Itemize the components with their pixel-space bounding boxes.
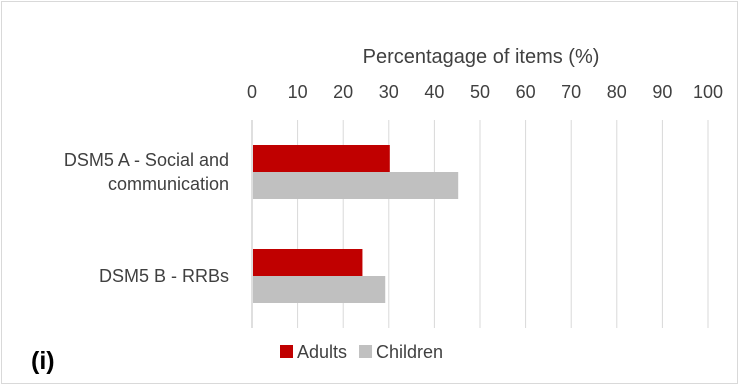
bars [253,145,459,303]
chart-title: Percentagage of items (%) [363,46,600,68]
x-tick-label: 70 [561,82,581,102]
panel-label: (i) [31,347,55,375]
x-tick-label: 30 [379,82,399,102]
x-tick-label: 90 [652,82,672,102]
legend-label-adults: Adults [297,342,347,362]
x-tick-label: 0 [247,82,257,102]
bar-adults-1 [253,145,390,172]
x-tick-label: 50 [470,82,490,102]
legend-swatch-adults [280,345,293,358]
legend-swatch-children [359,345,373,358]
x-axis-ticks: 0 10 20 30 40 50 60 70 80 90 100 [247,82,723,102]
bar-adults-2 [253,249,363,276]
category-label: DSM5 A - Social and communication [64,150,229,194]
x-tick-label: 40 [424,82,444,102]
x-tick-label: 20 [333,82,353,102]
legend: Adults Children [280,342,443,362]
x-tick-label: 60 [516,82,536,102]
x-tick-label: 10 [288,82,308,102]
category-labels: DSM5 A - Social and communication DSM5 B -… [64,150,229,286]
legend-label-children: Children [376,342,443,362]
bar-children-2 [253,276,386,303]
x-tick-label: 80 [607,82,627,102]
category-label: DSM5 B - RRBs [99,266,229,286]
bar-children-1 [253,172,459,199]
x-tick-label: 100 [693,82,723,102]
